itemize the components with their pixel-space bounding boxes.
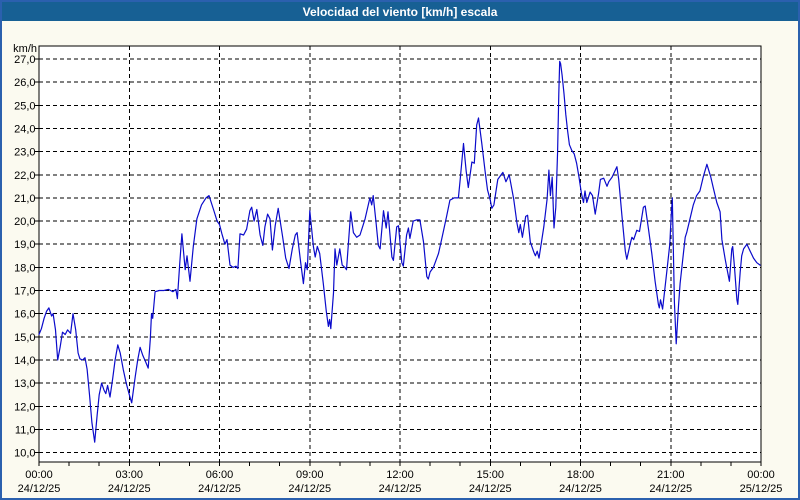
x-tick-date-label: 24/12/25: [108, 483, 151, 495]
y-tick-label: 15,0: [14, 332, 35, 344]
x-tick-date-label: 24/12/25: [559, 483, 602, 495]
plot-frame: [38, 45, 762, 463]
y-tick-label: 23,0: [14, 147, 35, 159]
y-tick-label: 10,0: [14, 448, 35, 460]
y-tick-label: 20,0: [14, 216, 35, 228]
x-tick-date-label: 24/12/25: [18, 483, 61, 495]
y-tick-label: 27,0: [14, 54, 35, 66]
x-tick-date-label: 24/12/25: [379, 483, 422, 495]
y-tick-label: 19,0: [14, 239, 35, 251]
y-tick-label: 25,0: [14, 100, 35, 112]
x-tick-date-label: 25/12/25: [740, 483, 783, 495]
chart-title: Velocidad del viento [km/h] escala: [302, 4, 498, 19]
x-tick-time-label: 03:00: [115, 469, 143, 481]
y-tick-label: 11,0: [15, 424, 36, 436]
y-tick-label: 26,0: [14, 77, 35, 89]
y-tick-label: 22,0: [14, 170, 35, 182]
x-tick-time-label: 15:00: [476, 469, 504, 481]
x-tick-date-label: 24/12/25: [288, 483, 331, 495]
title-bar: Velocidad del viento [km/h] escala: [2, 2, 798, 21]
x-tick-time-label: 18:00: [567, 469, 595, 481]
y-tick-label: 14,0: [14, 355, 35, 367]
x-tick-date-label: 24/12/25: [198, 483, 241, 495]
y-tick-label: 17,0: [14, 286, 35, 298]
wind-speed-line: [38, 60, 761, 443]
y-tick-label: 21,0: [14, 193, 35, 205]
x-tick-time-label: 00:00: [25, 469, 53, 481]
y-axis-unit-label: km/h: [13, 43, 37, 55]
x-tick-date-label: 24/12/25: [469, 483, 512, 495]
y-tick-label: 13,0: [14, 378, 35, 390]
x-tick-date-label: 24/12/25: [649, 483, 692, 495]
x-tick-time-label: 12:00: [386, 469, 414, 481]
y-tick-label: 24,0: [14, 123, 35, 135]
x-tick-time-label: 21:00: [657, 469, 685, 481]
y-tick-label: 16,0: [14, 309, 35, 321]
y-tick-label: 18,0: [14, 262, 35, 274]
x-tick-time-label: 09:00: [296, 469, 324, 481]
x-tick-time-label: 06:00: [206, 469, 234, 481]
y-tick-label: 12,0: [14, 401, 35, 413]
x-tick-time-label: 00:00: [747, 469, 775, 481]
